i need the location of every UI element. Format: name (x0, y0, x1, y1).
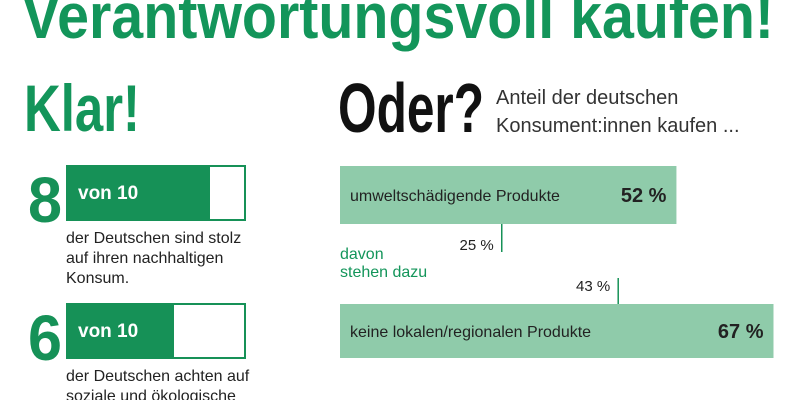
description: soziale und ökologische (66, 388, 236, 400)
title: Verantwortungsvoll kaufen! (22, 0, 774, 52)
bar-value: 52 % (621, 185, 667, 207)
bar-value: 67 % (718, 321, 764, 343)
bar (340, 304, 774, 358)
bar-scale-label: von 10 (78, 321, 138, 342)
right-heading: Oder? (338, 69, 484, 147)
description: der Deutschen sind stolz (66, 230, 241, 247)
bar-scale-label: von 10 (78, 183, 138, 204)
left-heading: Klar! (24, 71, 140, 145)
description: der Deutschen achten auf (66, 368, 250, 385)
subtitle: Anteil der deutschen (496, 87, 678, 109)
bar-label: umweltschädigende Produkte (350, 188, 560, 205)
subtitle: Konsument:innen kaufen ... (496, 115, 740, 137)
admit-label: 25 % (460, 237, 494, 254)
description: auf ihren nachhaltigen (66, 250, 223, 267)
big-number: 8 (28, 164, 62, 236)
bar-fill (66, 304, 174, 359)
big-number: 6 (28, 302, 62, 374)
bar-label: keine lokalen/regionalen Produkte (350, 324, 591, 341)
bar (340, 166, 677, 224)
description: Konsum. (66, 270, 129, 287)
bar-fill (66, 166, 210, 221)
note: stehen dazu (340, 264, 427, 281)
note: davon (340, 246, 384, 263)
admit-label: 43 % (576, 278, 610, 295)
